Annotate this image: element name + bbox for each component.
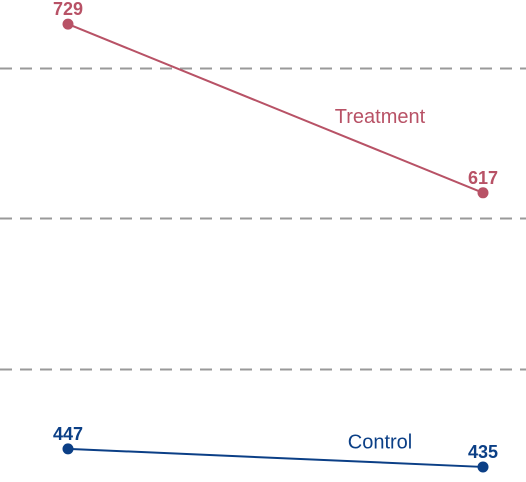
series-group: 729 617 Treatment 447 435 Control	[53, 0, 498, 473]
series-name-treatment: Treatment	[335, 106, 426, 128]
series-line-treatment	[67, 23, 484, 194]
series-control: 447 435 Control	[53, 424, 498, 473]
data-point-treatment-0	[62, 18, 74, 30]
data-point-control-1	[477, 461, 489, 473]
gridlines	[0, 67, 526, 371]
data-label-treatment-0: 729	[53, 0, 83, 19]
data-label-control-0: 447	[53, 424, 83, 444]
data-label-control-1: 435	[468, 442, 498, 462]
data-point-treatment-1	[477, 187, 489, 199]
series-name-control: Control	[348, 431, 412, 453]
series-line-control	[67, 447, 484, 468]
series-treatment: 729 617 Treatment	[53, 0, 498, 199]
data-label-treatment-1: 617	[468, 168, 498, 188]
data-point-control-0	[62, 443, 74, 455]
